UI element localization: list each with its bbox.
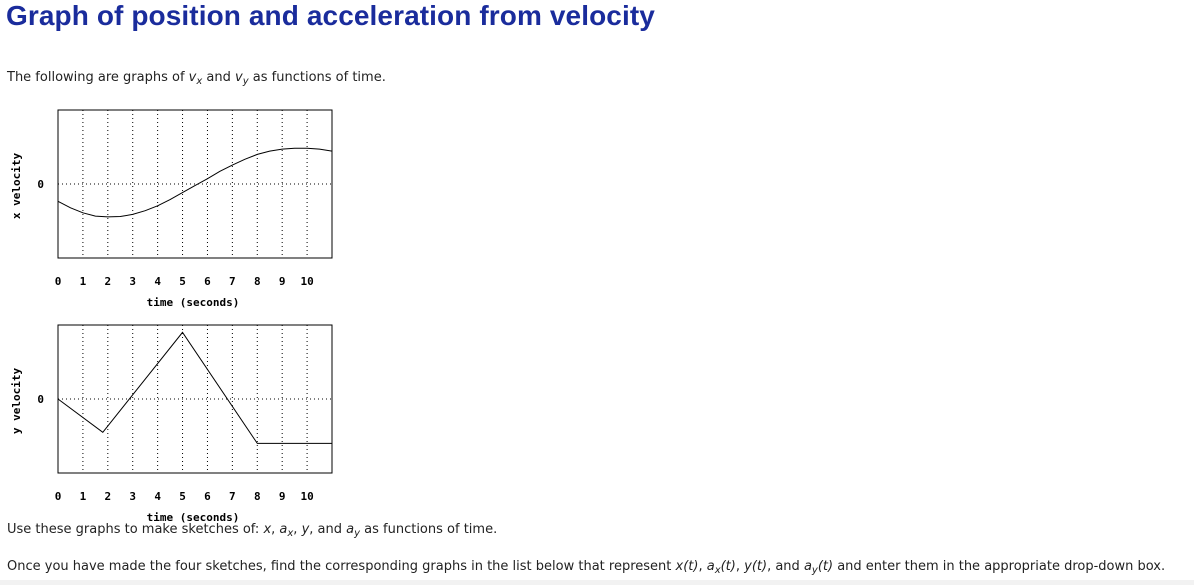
instr2-y: y xyxy=(744,559,752,574)
vx-x-tick-label-9: 9 xyxy=(279,275,286,288)
vy-x-tick-label-7: 7 xyxy=(229,490,236,503)
vx-x-tick-label-5: 5 xyxy=(179,275,186,288)
instr2-c3: , and xyxy=(767,559,804,574)
instr1-y: y xyxy=(301,522,310,537)
instr1-x: x xyxy=(263,522,272,537)
vy-x-tick-label-1: 1 xyxy=(80,490,87,503)
vx-plot-frame xyxy=(57,109,333,259)
instr2-x: x xyxy=(675,559,684,574)
instr1-ax-sub: x xyxy=(287,528,294,539)
intro-mid: and xyxy=(202,70,236,85)
vx-x-axis-label: time (seconds) xyxy=(147,296,240,309)
instr2-ax-a: a xyxy=(706,559,715,574)
instr1-comma2: , xyxy=(293,522,302,537)
vx-x-tick-label-0: 0 xyxy=(55,275,62,288)
vx-series-line xyxy=(57,147,333,218)
vy-series-line xyxy=(57,331,332,444)
vy-x-axis-label: time (seconds) xyxy=(147,511,240,524)
vx-x-tick-label-6: 6 xyxy=(204,275,211,288)
intro-after: as functions of time. xyxy=(248,70,386,85)
vy-x-tick-label-5: 5 xyxy=(179,490,186,503)
vy-x-tick-label-9: 9 xyxy=(279,490,286,503)
vy-x-tick-label-8: 8 xyxy=(254,490,261,503)
instructions-sketch: Use these graphs to make sketches of: x,… xyxy=(7,522,498,539)
instr2-ay-sub: y xyxy=(811,565,818,576)
vy-x-tick-label-4: 4 xyxy=(154,490,161,503)
vx-x-tick-label-1: 1 xyxy=(80,275,87,288)
instr2-c2: , xyxy=(735,559,745,574)
vx-x-tick-label-10: 10 xyxy=(300,275,313,288)
instr1-text1: Use these graphs to make sketches of: xyxy=(7,522,264,537)
intro-text: The following are graphs of vx and vy as… xyxy=(7,70,386,87)
intro-sub-x: x xyxy=(196,76,203,87)
instr1-comma1: , xyxy=(271,522,280,537)
instr2-text2: and enter them in the appropriate drop-d… xyxy=(833,559,1166,574)
x-velocity-chart: 0 1 2 3 4 5 6 7 8 9 10 0 time (seconds) x velocity xyxy=(10,109,333,309)
vy-x-tick-label-6: 6 xyxy=(204,490,211,503)
instr2-text1: Once you have made the four sketches, fi… xyxy=(7,559,676,574)
bottom-band xyxy=(0,580,1194,585)
vy-y-tick-label-0: 0 xyxy=(37,393,44,406)
page-title: Graph of position and acceleration from … xyxy=(6,0,655,31)
vx-x-tick-label-4: 4 xyxy=(154,275,161,288)
vy-y-axis-label: y velocity xyxy=(10,368,23,435)
instr1-comma3: , and xyxy=(309,522,347,537)
vy-x-tick-label-2: 2 xyxy=(105,490,112,503)
vx-y-axis-label: x velocity xyxy=(10,153,23,220)
vx-x-tick-label-2: 2 xyxy=(105,275,112,288)
instr2-t2: (t) xyxy=(720,559,736,574)
instr2-ay-a: a xyxy=(803,559,812,574)
instr1-text2: as functions of time. xyxy=(360,522,498,537)
vx-y-tick-label-0: 0 xyxy=(37,178,44,191)
instr2-t3: (t) xyxy=(751,559,768,574)
intro-before: The following are graphs of xyxy=(7,70,189,85)
vy-x-tick-label-3: 3 xyxy=(129,490,136,503)
vx-x-tick-label-8: 8 xyxy=(254,275,261,288)
instr2-t4: (t) xyxy=(817,559,834,574)
intro-v2: v xyxy=(235,70,243,85)
instr2-t1: (t) xyxy=(683,559,699,574)
vy-x-tick-label-10: 10 xyxy=(300,490,313,503)
vy-x-tick-label-0: 0 xyxy=(55,490,62,503)
instr1-ay-a: a xyxy=(346,522,355,537)
intro-sub-y: y xyxy=(242,76,249,87)
instr2-c1: , xyxy=(698,559,707,574)
vx-x-tick-label-3: 3 xyxy=(129,275,136,288)
instr1-ay-sub: y xyxy=(354,528,361,539)
instructions-dropdown: Once you have made the four sketches, fi… xyxy=(7,559,1166,576)
intro-v1: v xyxy=(188,70,197,85)
instr2-ax-sub: x xyxy=(714,565,721,576)
instr1-ax-a: a xyxy=(279,522,288,537)
vx-x-tick-label-7: 7 xyxy=(229,275,236,288)
y-velocity-chart: 0 1 2 3 4 5 6 7 8 9 10 0 time (seconds) y velocity xyxy=(10,324,333,524)
